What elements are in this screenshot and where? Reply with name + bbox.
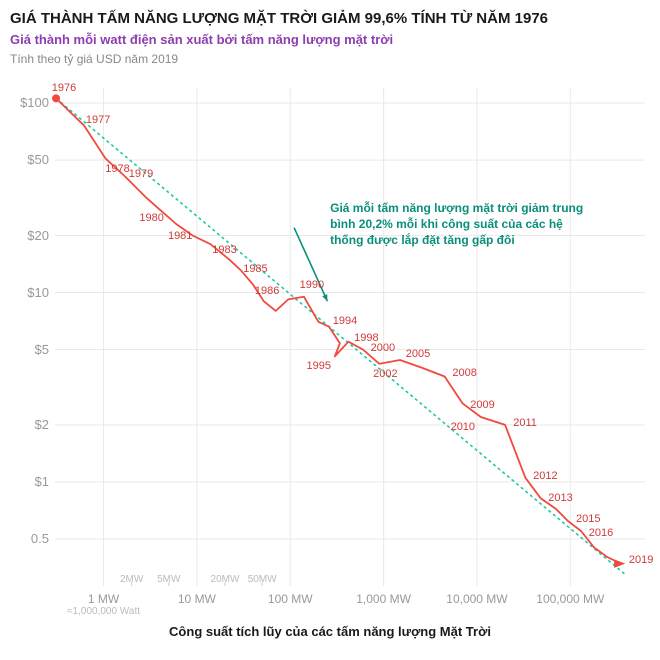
x-tick: 10,000 MW: [446, 592, 507, 606]
data-point-label: 2012: [533, 470, 557, 482]
data-point-label: 2015: [576, 513, 600, 525]
y-tick: $20: [27, 228, 49, 243]
data-point-label: 2000: [371, 342, 395, 354]
chart-annotation: Giá mỗi tấm năng lượng mặt trời giảm tru…: [330, 200, 590, 249]
data-point-label: 1986: [255, 285, 279, 297]
x-minor-tick: 2MW: [120, 574, 143, 585]
x-tick: 100 MW: [268, 592, 313, 606]
y-tick: $10: [27, 285, 49, 300]
data-point-label: 1981: [168, 230, 192, 242]
data-point-label: 2009: [470, 399, 494, 411]
x-sub-note: ≈1,000,000 Watt: [67, 606, 140, 617]
data-point-label: 2002: [373, 368, 397, 380]
x-minor-tick: 5MW: [157, 574, 180, 585]
x-tick: 1,000 MW: [356, 592, 411, 606]
data-point-label: 1976: [52, 82, 76, 94]
data-point-label: 1990: [300, 279, 324, 291]
x-minor-tick: 50MW: [248, 574, 277, 585]
y-tick: $1: [35, 474, 49, 489]
data-point-label: 1978: [105, 163, 129, 175]
data-point-label: 2011: [513, 417, 537, 429]
data-point-label: 2016: [589, 527, 613, 539]
data-point-label: 1985: [243, 263, 267, 275]
data-point-label: 1994: [333, 315, 357, 327]
x-tick: 10 MW: [178, 592, 216, 606]
data-point-label: 1995: [307, 360, 331, 372]
y-tick: $5: [35, 342, 49, 357]
y-tick: $100: [20, 95, 49, 110]
x-minor-tick: 20MW: [211, 574, 240, 585]
chart-plot: [0, 0, 660, 660]
y-tick: $50: [27, 152, 49, 167]
data-point-label: 2019: [629, 554, 653, 566]
data-point-label: 2008: [452, 367, 476, 379]
x-tick: 1 MW: [88, 592, 119, 606]
x-tick: 100,000 MW: [536, 592, 604, 606]
y-tick: 0.5: [31, 531, 49, 546]
x-axis-label: Công suất tích lũy của các tấm năng lượn…: [0, 624, 660, 639]
data-point-label: 2013: [548, 492, 572, 504]
data-point-label: 1980: [139, 212, 163, 224]
data-point-label: 2005: [406, 348, 430, 360]
data-point-label: 1977: [86, 114, 110, 126]
y-tick: $2: [35, 417, 49, 432]
data-point-label: 2010: [451, 421, 475, 433]
data-point-label: 1979: [129, 168, 153, 180]
data-point-label: 1983: [212, 244, 236, 256]
